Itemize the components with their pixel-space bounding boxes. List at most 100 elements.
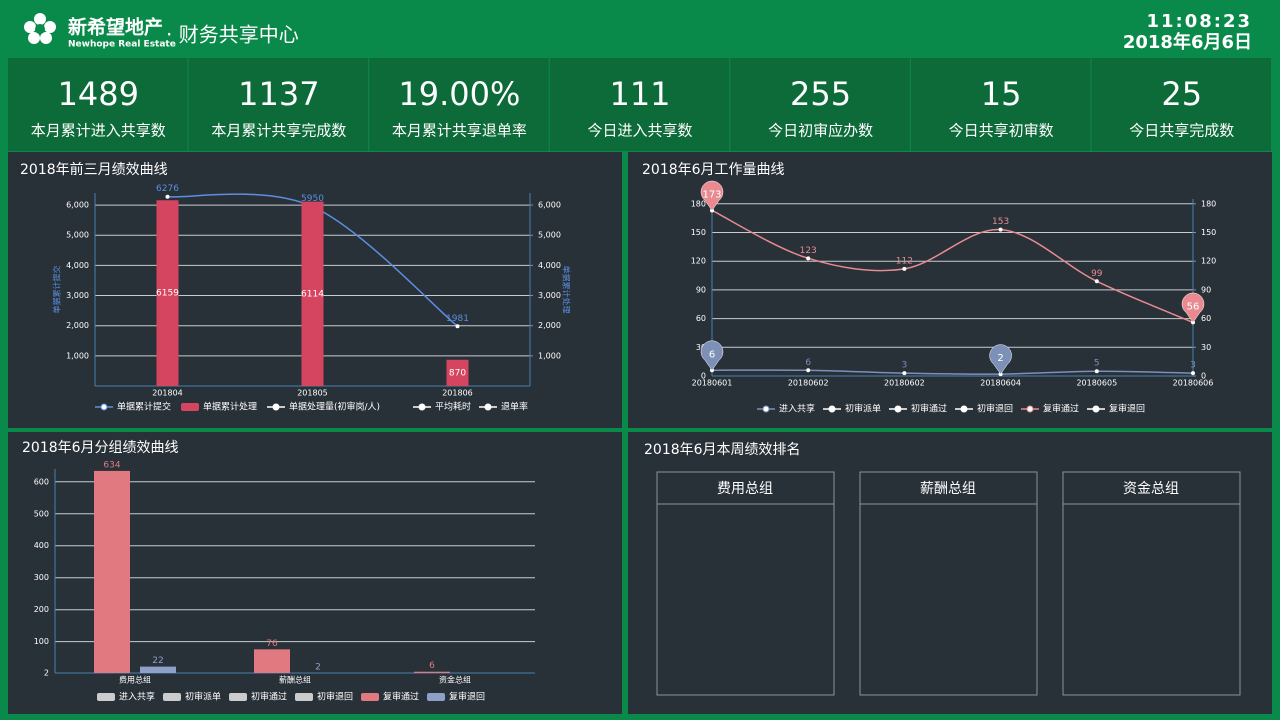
line	[711, 209, 1194, 324]
tick-label: 4,000	[538, 261, 561, 270]
data-label: 153	[992, 217, 1009, 227]
legend-icon	[361, 693, 379, 701]
point	[1191, 371, 1195, 376]
kpi-cell	[8, 58, 188, 151]
chart: 2018年前三月绩效曲线 1,000 2,000 3,000 4,000 5,000 6,0…	[20, 161, 572, 413]
data-label: 173	[702, 189, 721, 200]
x-tick-label: 资金总组	[439, 675, 471, 685]
kpi-value: 15	[981, 75, 1022, 113]
ranking-title: 2018年6月本周绩效排名	[644, 442, 801, 458]
tick-label: 3,000	[538, 291, 561, 300]
x-tick-label: 201806	[442, 389, 473, 398]
pin	[1181, 292, 1205, 323]
bar	[414, 671, 450, 673]
legend-icon	[427, 693, 445, 701]
data-label: 6114	[301, 289, 324, 299]
tick-label: 180	[1201, 199, 1216, 208]
legend-label: 复审通过	[1043, 403, 1079, 415]
tick-label: 400	[34, 541, 49, 550]
y-axis-label: 单据累计提交	[52, 266, 62, 314]
chart-title: 2018年前三月绩效曲线	[20, 161, 168, 178]
tick-label: 60	[696, 314, 706, 323]
tick-label: 0	[701, 372, 706, 381]
legend-label: 进入共享	[119, 691, 155, 703]
point	[165, 194, 170, 199]
chart: 2018年6月工作量曲线 0 30 60 90 120 150 180 0 30 60 90 120 15…	[642, 162, 1216, 415]
data-label: 2	[997, 353, 1003, 364]
tick-label: 300	[34, 573, 49, 582]
legend-label: 复审退回	[449, 691, 485, 703]
kpi-cell	[910, 58, 1091, 151]
legend-label: 初审派单	[845, 403, 881, 415]
legend-label: 初审派单	[185, 691, 221, 703]
x-tick-label: 20180605	[1076, 379, 1117, 388]
bar	[301, 201, 324, 386]
bar	[254, 649, 290, 673]
data-label: 2	[315, 663, 321, 673]
date: 2018年6月6日	[1123, 31, 1252, 53]
panel	[628, 432, 1272, 714]
tick-label: 150	[691, 228, 706, 237]
legend-label: 退单率	[501, 401, 528, 413]
point	[902, 371, 907, 376]
tick-label: 30	[696, 343, 706, 352]
point	[806, 256, 811, 261]
group-name: 薪酬总组	[920, 481, 976, 497]
tick-label: 6,000	[538, 201, 561, 210]
data-label: 6159	[156, 289, 179, 299]
data-label: 5950	[301, 194, 324, 204]
data-label: 3	[902, 361, 908, 371]
legend-icon	[762, 405, 770, 413]
legend-icon	[229, 693, 247, 701]
legend-icon	[1092, 405, 1100, 413]
kpi-cell	[549, 58, 730, 151]
point	[806, 368, 811, 373]
tick-label: 6,000	[66, 201, 89, 210]
data-label: 99	[1091, 269, 1103, 279]
tick-label: 2	[44, 669, 49, 678]
tick-label: 5,000	[538, 231, 561, 240]
data-label: 123	[800, 246, 817, 256]
line	[711, 369, 1194, 375]
x-tick-label: 薪酬总组	[279, 675, 311, 685]
tick-label: 1,000	[66, 351, 89, 360]
brand: 新希望地产	[68, 16, 163, 39]
kpi-label: 今日共享初审数	[949, 122, 1054, 140]
legend-label: 初审退回	[317, 691, 353, 703]
tick-label: 2,000	[538, 321, 561, 330]
bar	[446, 359, 469, 386]
legend-label: 单据累计处理	[203, 401, 257, 413]
tick-label: 30	[1201, 343, 1211, 352]
legend-label: 进入共享	[779, 403, 815, 415]
data-label: 6	[429, 661, 435, 671]
kpi-value: 19.00%	[398, 75, 520, 113]
point	[998, 227, 1003, 232]
kpi-label: 今日进入共享数	[587, 122, 692, 140]
legend-icon	[97, 693, 115, 701]
legend-label: 复审通过	[383, 691, 419, 703]
legend-label: 初审退回	[977, 403, 1013, 415]
legend-icon	[484, 403, 492, 411]
x-tick-label: 20180602	[788, 379, 829, 388]
data-label: 6	[709, 349, 715, 360]
tick-label: 0	[1201, 372, 1206, 381]
legend-icon	[828, 405, 836, 413]
pin	[700, 180, 724, 211]
point	[1094, 279, 1099, 284]
tick-label: 90	[1201, 285, 1211, 294]
tick-label: 4,000	[66, 261, 89, 270]
kpi-label: 今日初审应办数	[768, 122, 873, 140]
group-name: 费用总组	[717, 481, 773, 497]
tick-label: 1,000	[538, 351, 561, 360]
chart-title: 2018年6月工作量曲线	[642, 162, 785, 178]
data-label: 1981	[446, 314, 469, 324]
brand-en: Newhope Real Estate	[68, 40, 176, 50]
x-tick-label: 20180606	[1173, 379, 1214, 388]
data-label: 6	[805, 358, 811, 368]
kpi-label: 本月累计进入共享数	[31, 122, 166, 140]
kpi-value: 1137	[238, 75, 319, 113]
x-tick-label: 201804	[152, 389, 183, 398]
tick-label: 5,000	[66, 231, 89, 240]
data-label: 56	[1187, 301, 1200, 312]
